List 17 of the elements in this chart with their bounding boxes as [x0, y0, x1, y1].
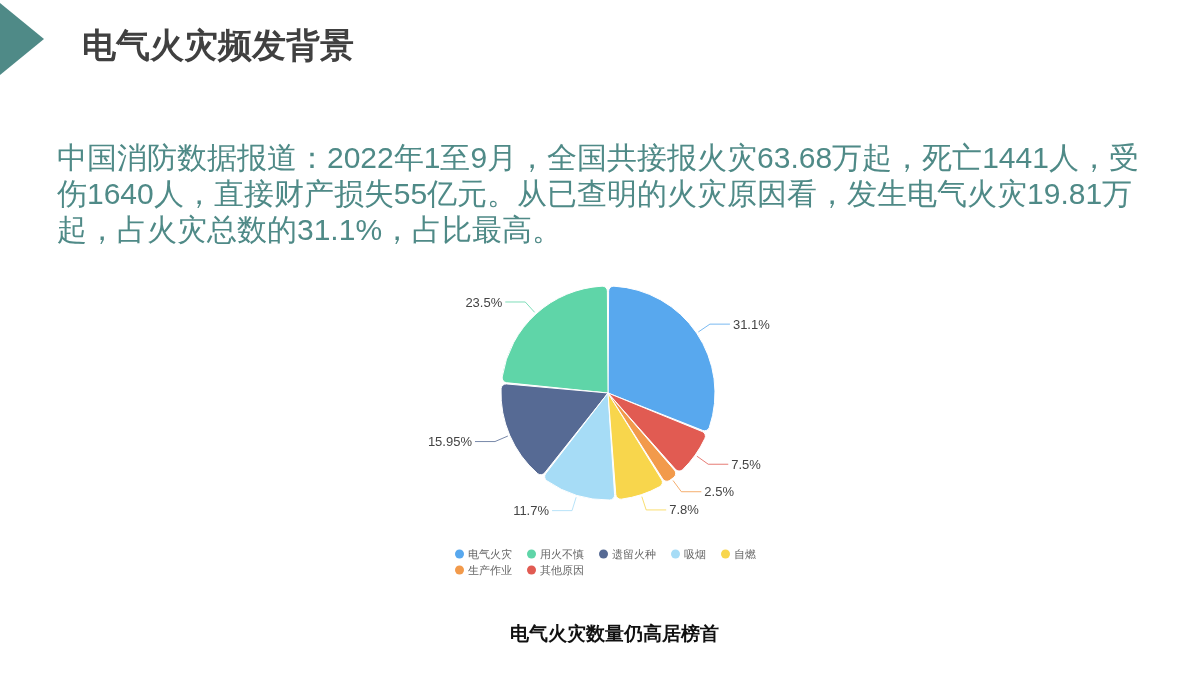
- legend-label: 用火不慎: [540, 547, 584, 560]
- data-label: 23.5%: [465, 294, 503, 310]
- legend-label: 吸烟: [684, 547, 706, 560]
- data-label: 11.7%: [513, 503, 550, 519]
- data-label: 15.95%: [427, 434, 473, 450]
- text: 电气火灾数量仍高居榜首: [509, 622, 719, 644]
- data-label: 31.1%: [732, 316, 771, 332]
- legend-label: 电气火灾: [468, 547, 512, 560]
- chart-subtitle: 中国消防数据报道：2022年1至9月，全国共接报火灾63.68万起，死亡1441人，受伤1640人，直接财产损失55亿元。从已查明的火灾原因看，发生电气火灾19.81万起，占火灾总数的31.1%，占比最高。: [57, 140, 1139, 246]
- chart-title: 电气火灾频发背景: [82, 26, 354, 64]
- legend-label: 生产作业: [468, 563, 512, 576]
- legend-label: 遗留火种: [612, 547, 656, 560]
- legend-label: 自燃: [734, 547, 756, 560]
- data-label: 2.5%: [704, 484, 735, 500]
- legend-label: 其他原因: [540, 563, 584, 576]
- data-label: 7.5%: [731, 456, 762, 472]
- data-label: 7.8%: [669, 502, 700, 518]
